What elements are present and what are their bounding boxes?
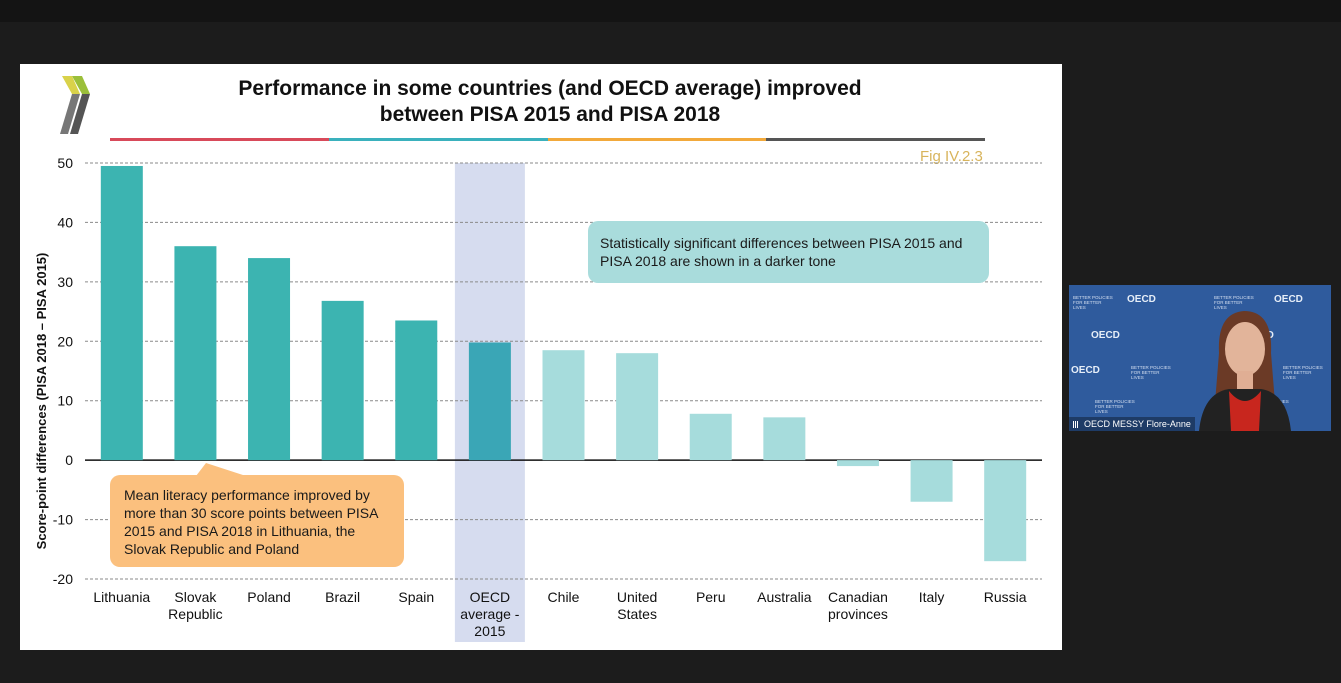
slide-title-line-2: between PISA 2015 and PISA 2018 — [379, 103, 721, 126]
bar — [689, 413, 732, 461]
x-category-label: Slovak Republic — [168, 589, 222, 622]
x-category-label: Brazil — [325, 589, 360, 605]
oecd-logo — [60, 76, 90, 134]
bar — [910, 460, 953, 502]
x-category-label: Italy — [919, 589, 945, 605]
y-tick-label: 10 — [57, 393, 73, 409]
y-axis-label: Score-point differences (PISA 2018 – PIS… — [34, 253, 49, 550]
x-category-label: Russia — [984, 589, 1027, 605]
x-category-label: Spain — [398, 589, 434, 605]
title-underline-segment — [766, 138, 985, 141]
participant-name: OECD MESSY Flore-Anne — [1084, 419, 1191, 429]
video-watermark-tagline: BETTER POLICIES FOR BETTER LIVES — [1283, 365, 1323, 380]
x-category-label: Chile — [548, 589, 580, 605]
video-watermark: OECD — [1127, 294, 1156, 305]
x-category-label: Australia — [757, 589, 812, 605]
title-underline-segment — [547, 138, 767, 141]
bar-chart: 50 40 30 20 10 0 -10 -20 Lithuania Slovak Republic… — [34, 155, 1042, 642]
bar — [836, 460, 879, 467]
x-category-label: Poland — [247, 589, 291, 605]
y-tick-label: 50 — [57, 155, 73, 171]
video-watermark-tagline: BETTER POLICIES FOR BETTER LIVES — [1095, 399, 1135, 414]
title-underline-segment — [328, 138, 548, 141]
x-category-label: Lithuania — [93, 589, 150, 605]
x-category-label: United States — [617, 589, 657, 622]
figure-reference: Fig IV.2.3 — [920, 148, 983, 165]
title-underline — [110, 138, 985, 141]
meeting-top-bar — [0, 0, 1341, 22]
presenter-video: OECD OECD OECD OECD OECD BETTER POLICIES… — [1069, 285, 1331, 431]
participant-name-label: OECD MESSY Flore-Anne — [1069, 417, 1195, 431]
video-watermark: OECD — [1071, 365, 1100, 376]
y-tick-label: 20 — [57, 333, 73, 349]
title-underline-segment — [110, 138, 329, 141]
video-watermark-tagline: BETTER POLICIES FOR BETTER LIVES — [1131, 365, 1171, 380]
bar — [468, 342, 511, 461]
x-category-label: Canadian provinces — [828, 589, 888, 622]
video-watermark: OECD — [1091, 330, 1120, 341]
bar — [542, 350, 585, 461]
x-category-label: Peru — [696, 589, 726, 605]
video-watermark-tagline: BETTER POLICIES FOR BETTER LIVES — [1214, 295, 1254, 310]
bar — [174, 246, 217, 461]
slide-title: Performance in some countries (and OECD … — [140, 76, 960, 128]
y-tick-label: 0 — [65, 452, 73, 468]
y-tick-label: -10 — [53, 512, 73, 528]
bar — [395, 320, 438, 461]
video-watermark-tagline: BETTER POLICIES FOR BETTER LIVES — [1073, 295, 1113, 310]
signal-icon — [1073, 421, 1081, 429]
presentation-slide: Performance in some countries (and OECD … — [20, 64, 1062, 650]
bar — [248, 258, 291, 461]
y-tick-label: -20 — [53, 571, 73, 587]
video-watermark: OECD — [1274, 294, 1303, 305]
presenter-figure — [1199, 311, 1291, 431]
y-tick-label: 40 — [57, 214, 73, 230]
significance-note: Statistically significant differences be… — [588, 221, 989, 283]
x-category-label: OECD average -2015 — [460, 589, 519, 639]
y-tick-label: 30 — [57, 274, 73, 290]
bar — [763, 417, 806, 461]
bar — [100, 165, 143, 461]
bar — [616, 353, 659, 461]
bar — [984, 460, 1027, 562]
bar — [321, 300, 364, 461]
slide-title-line-1: Performance in some countries (and OECD … — [238, 77, 862, 100]
literacy-note: Mean literacy performance improved by mo… — [110, 463, 404, 567]
